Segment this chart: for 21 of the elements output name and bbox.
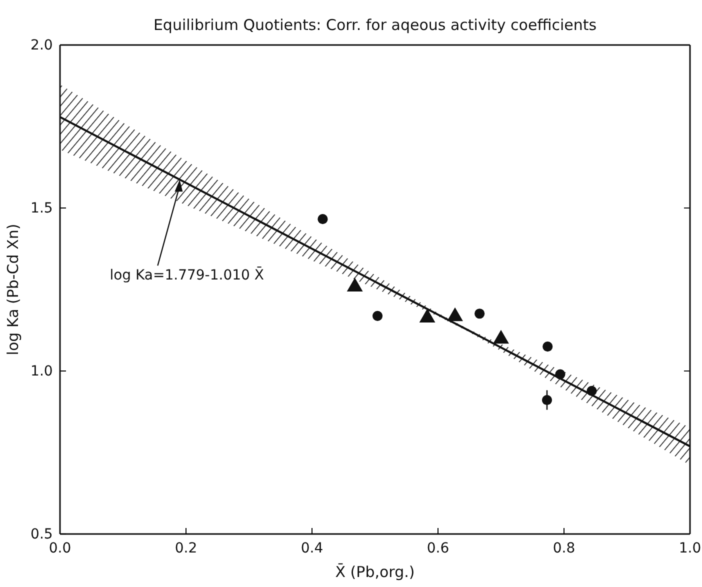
annotation: log Ka=1.779-1.010 X̄ [110,266,264,284]
point [542,394,552,406]
y-axis-title: log Ka (Pb-Cd Xn) [4,224,22,356]
point [318,214,328,224]
x-tick-label: 0.0 [48,540,72,556]
y-tick-label: 1.5 [30,200,53,216]
chart-title: Equilibrium Quotients: Corr. for aqeous activity coefficients [153,16,597,34]
point [542,342,553,352]
point [555,369,566,380]
x-tick-label: 0.4 [300,540,324,556]
x-tick-label: 0.2 [174,540,198,556]
y-tick-label: 2.0 [30,37,53,54]
x-tick-label: 1.0 [678,540,702,556]
x-tick-label: 0.6 [426,540,450,556]
point [372,310,383,321]
x-axis-title: X̄ (Pb,org.) [335,562,415,581]
point [474,308,485,319]
y-tick-label: 1.0 [30,363,53,380]
point [586,386,597,396]
x-tick-label: 0.8 [552,540,576,556]
y-tick-label: 0.5 [30,526,53,542]
